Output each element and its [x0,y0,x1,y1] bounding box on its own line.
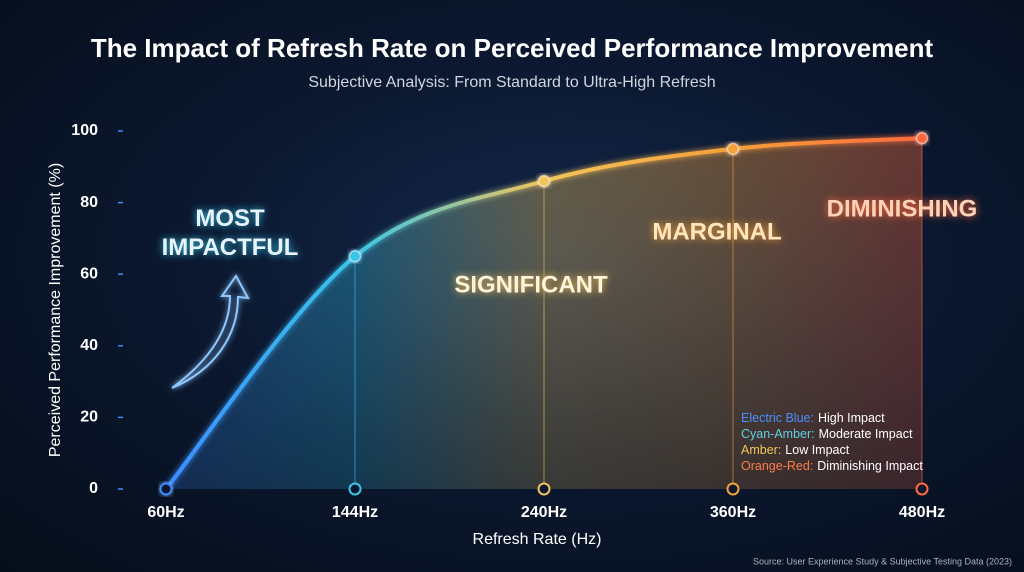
annotation: MARGINAL [652,218,782,246]
legend-name: Cyan-Amber: [741,427,815,441]
y-tick-label: 40 [80,337,98,354]
x-tick-label: 60Hz [147,504,184,521]
x-tick [537,482,551,496]
legend-entry: Cyan-Amber: Moderate Impact [741,427,913,441]
data-point [348,250,362,263]
legend-description: Low Impact [785,443,849,457]
x-axis-title: Refresh Rate (Hz) [473,531,602,548]
area-band [544,148,733,489]
area-band [166,256,355,489]
chart-title: The Impact of Refresh Rate on Perceived … [91,33,934,63]
y-tick-label: 0 [89,480,98,497]
x-tick-label: 480Hz [899,504,945,521]
legend-entry: Orange-Red: Diminishing Impact [741,459,923,473]
chart-subtitle: Subjective Analysis: From Standard to Ul… [308,74,715,91]
annotation: MOST IMPACTFUL [161,205,299,261]
arrow-icon [171,274,250,389]
y-tick-label: 80 [80,194,98,211]
x-tick-label: 240Hz [521,504,567,521]
x-tick [159,482,173,496]
legend-name: Amber: [741,443,781,457]
plot-area: 0 20 40 60 80 100 60Hz 144Hz 240Hz 360Hz 480Hz Elec… [71,122,945,521]
x-tick-label: 144Hz [332,504,378,521]
area-band [355,181,544,489]
x-tick [348,482,362,496]
legend-entry: Amber: Low Impact [741,443,850,457]
data-point [726,142,740,156]
annotation: SIGNIFICANT [454,271,608,299]
area-band [733,138,922,489]
data-point [537,174,551,188]
legend-entry: Electric Blue: High Impact [741,411,885,425]
annotation: DIMINISHING [826,195,978,223]
line [164,136,923,491]
legend-name: Orange-Red: [741,459,813,473]
legend-name: Electric Blue: [741,411,814,425]
data-point [915,131,929,145]
x-tick [726,482,740,496]
legend-description: Moderate Impact [819,427,913,441]
y-axis-title: Perceived Performance Improvement (%) [47,163,64,457]
y-tick-label: 60 [80,265,98,282]
source-note: Source: User Experience Study & Subjecti… [753,556,1012,566]
y-tick-label: 100 [71,122,98,139]
legend-description: High Impact [818,411,885,425]
legend-description: Diminishing Impact [817,459,923,473]
x-tick-label: 360Hz [710,504,756,521]
x-tick [915,482,929,496]
y-tick-label: 20 [80,409,98,426]
